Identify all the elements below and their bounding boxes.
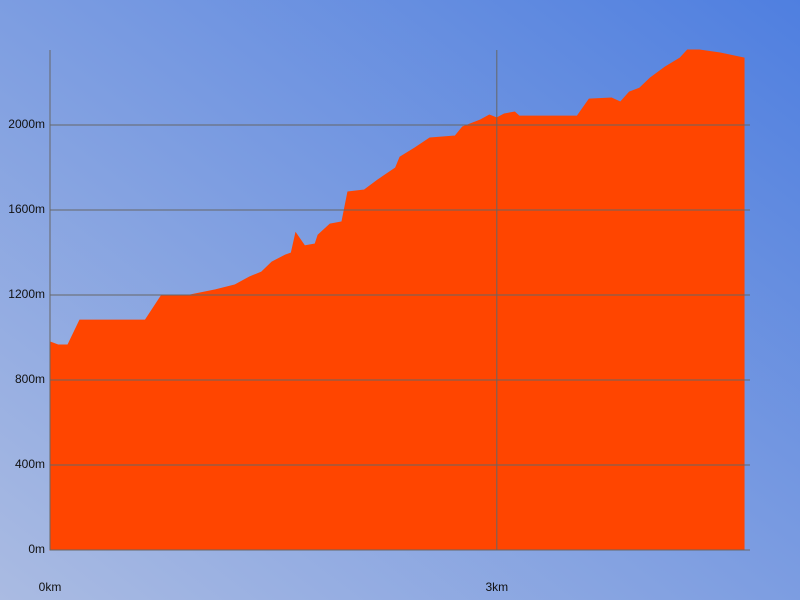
y-tick-label: 1600m (8, 202, 45, 216)
y-tick-label: 0m (28, 542, 45, 556)
y-tick-label: 800m (15, 372, 45, 386)
y-tick-label: 2000m (8, 117, 45, 131)
elevation-area (49, 49, 745, 551)
y-tick-label: 1200m (8, 287, 45, 301)
x-tick-label: 0km (39, 580, 62, 594)
x-tick-label: 3km (485, 580, 508, 594)
plot-area: 0m 400m 800m 1200m 1600m 2000m 0km 3km (8, 49, 750, 594)
y-tick-label: 400m (15, 457, 45, 471)
